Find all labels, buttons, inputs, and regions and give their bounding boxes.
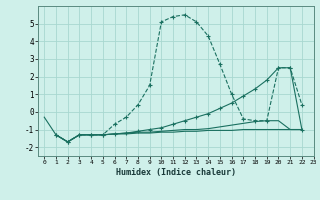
X-axis label: Humidex (Indice chaleur): Humidex (Indice chaleur) bbox=[116, 168, 236, 177]
